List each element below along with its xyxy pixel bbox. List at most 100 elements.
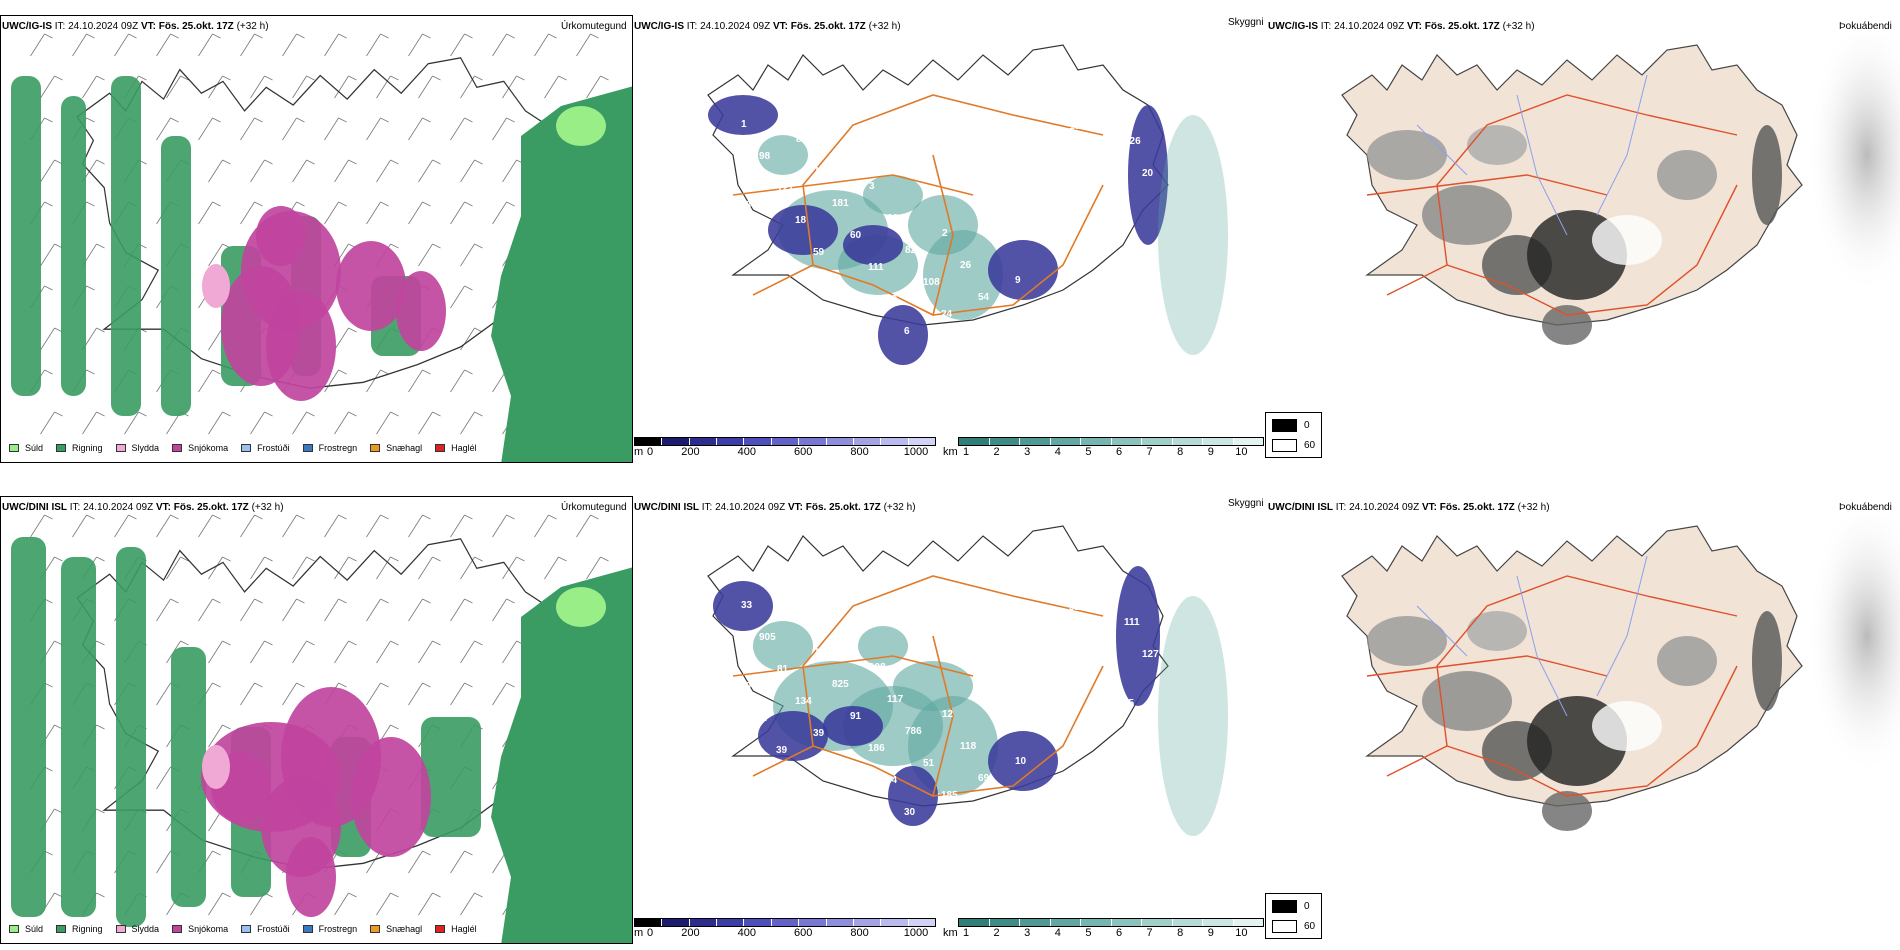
wind-barb <box>30 33 45 57</box>
fog-map <box>1341 516 1900 831</box>
cloud-base-label: 118 <box>960 741 977 752</box>
wind-barb <box>208 892 223 916</box>
wind-barb <box>450 369 465 393</box>
legend-swatch <box>9 925 19 933</box>
wind-barb <box>208 327 223 351</box>
wind-barb <box>240 33 255 57</box>
fog-key-low <box>1272 439 1297 452</box>
legend-item: Slydda <box>115 924 159 934</box>
model-header: UWC/DINI ISL IT: 24.10.2024 09Z VT: Fös.… <box>1268 502 1550 513</box>
wind-barb <box>40 159 55 183</box>
fog-index-area <box>1657 636 1717 686</box>
cloud-base-label: 34 <box>977 604 989 615</box>
wind-barb <box>82 75 97 99</box>
island-outline <box>1341 44 1803 326</box>
cloud-base-label: 111 <box>1124 617 1140 628</box>
fog-key-high <box>1272 900 1297 913</box>
scale-tick: 800 <box>850 927 869 939</box>
legend-item: Frostregn <box>302 443 357 453</box>
fog-index-area <box>1467 125 1527 165</box>
cloud-base-label: 39 <box>886 294 898 305</box>
cloud-base-label: 33 <box>741 600 753 611</box>
cloud-base-label: 108 <box>869 662 886 673</box>
rain-band <box>171 647 206 907</box>
river <box>1516 94 1568 236</box>
low-cloud-area <box>843 225 903 265</box>
height-unit: m <box>634 927 644 939</box>
cloud-base-label: 786 <box>905 726 922 737</box>
legend-label: Rigning <box>72 924 103 934</box>
cloud-base-label: 1 <box>814 647 820 658</box>
wind-barb <box>376 640 391 664</box>
height-scalebar <box>634 437 936 446</box>
model-header: UWC/DINI ISL IT: 24.10.2024 09Z VT: Fös.… <box>634 502 916 513</box>
scale-cell <box>1020 438 1051 445</box>
scale-tick: 800 <box>850 446 869 458</box>
rain-band <box>61 96 86 396</box>
legend-item: Snæhagl <box>370 924 422 934</box>
road <box>1436 94 1738 266</box>
wind-barb <box>492 682 507 706</box>
legend-item: Súld <box>9 924 43 934</box>
cloud-panel: 90 8 3 2 9 18 1 123 60 26 52 92 98 181 82 54 124 126 121 60… <box>633 35 1270 465</box>
wind-barb <box>450 850 465 874</box>
scale-cell <box>662 919 690 926</box>
river <box>1516 575 1568 717</box>
low-cloud-area <box>768 205 838 255</box>
wind-barb <box>408 33 423 57</box>
wind-barb <box>492 598 507 622</box>
snow-area <box>256 206 306 266</box>
cloud-base-label: 27 <box>959 572 971 583</box>
cloud-base-label: 83 <box>740 200 752 211</box>
fog-title: Þokuábendi <box>1839 502 1892 513</box>
visibility-area <box>893 661 973 711</box>
wind-barb <box>544 556 559 580</box>
coastline <box>1341 44 1803 326</box>
road <box>1436 575 1738 747</box>
ocean-fog <box>1807 35 1900 295</box>
cloud-base-label: 93 <box>1087 634 1099 645</box>
roads <box>1366 575 1738 797</box>
model-header: UWC/IG-IS IT: 24.10.2024 09Z VT: Fös. 25… <box>1268 21 1535 32</box>
legend-swatch <box>56 444 67 452</box>
low-cloud-area <box>878 305 928 365</box>
wind-barb <box>334 159 349 183</box>
cloud-panel: 280 126 108 12 10 3 33 1 117 118 8 88 905 825 786 69 201… <box>633 516 1270 946</box>
row-1: Súld Rigning Slydda Snjókoma Frostúði Frostre… <box>0 0 1900 472</box>
scale-cell <box>1142 919 1173 926</box>
wind-barb <box>534 33 549 57</box>
scale-cell <box>853 919 882 926</box>
wind-barb <box>166 75 181 99</box>
wind-barb <box>376 159 391 183</box>
wind-barb <box>114 33 129 57</box>
scale-tick: 8 <box>1177 446 1184 458</box>
legend-swatch <box>115 925 126 933</box>
wind-barb <box>502 75 517 99</box>
cloud-base-label: 123 <box>814 166 831 177</box>
model-name: UWC/DINI ISL <box>2 502 67 513</box>
wind-barb <box>240 514 255 538</box>
wind-barb <box>292 411 307 435</box>
scale-tick: 10 <box>1235 927 1248 939</box>
scale-cell <box>826 919 854 926</box>
legend-label: Slydda <box>131 443 160 453</box>
legend-label: Haglél <box>451 443 477 453</box>
river <box>1596 74 1648 216</box>
cloud-base-label: 126 <box>1124 136 1141 147</box>
cloud-base-label: 52 <box>1033 307 1045 318</box>
scale-cell <box>635 438 663 445</box>
sleet-area <box>202 745 230 789</box>
wind-barb <box>366 33 381 57</box>
ocean-visibility <box>1158 596 1228 836</box>
cloud-base-label: 39 <box>813 728 825 739</box>
roads <box>732 575 1104 797</box>
scale-cell <box>1172 438 1203 445</box>
cloud-base-label: 181 <box>832 198 849 209</box>
scale-tick: 9 <box>1207 927 1214 939</box>
visibility-area <box>863 175 923 215</box>
cloud-base-label: 30 <box>904 807 916 818</box>
scale-tick: 10 <box>1235 446 1248 458</box>
scale-tick: 6 <box>1115 446 1123 458</box>
snow-areas <box>201 687 431 917</box>
scale-cell <box>908 438 935 445</box>
